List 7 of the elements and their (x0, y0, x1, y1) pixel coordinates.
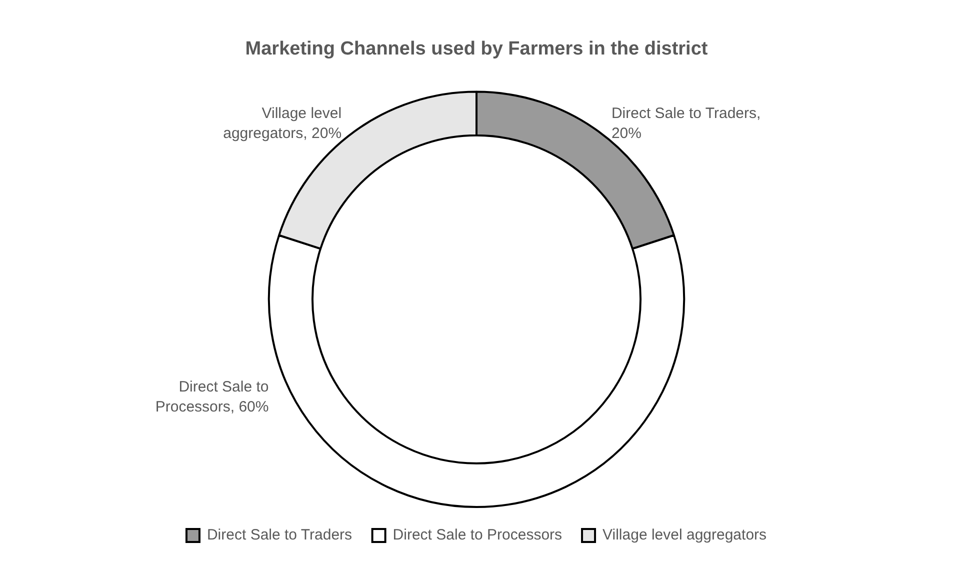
legend-label: Village level aggregators (602, 526, 767, 544)
data-label: Direct Sale to Processors, 60% (155, 378, 269, 416)
data-label: Direct Sale to Traders, 20% (611, 104, 761, 142)
legend-label: Direct Sale to Traders (206, 526, 352, 544)
chart-title: Marketing Channels used by Farmers in the district (245, 38, 708, 60)
data-label: Village level aggregators, 20% (223, 104, 342, 142)
legend-label: Direct Sale to Processors (392, 526, 562, 544)
